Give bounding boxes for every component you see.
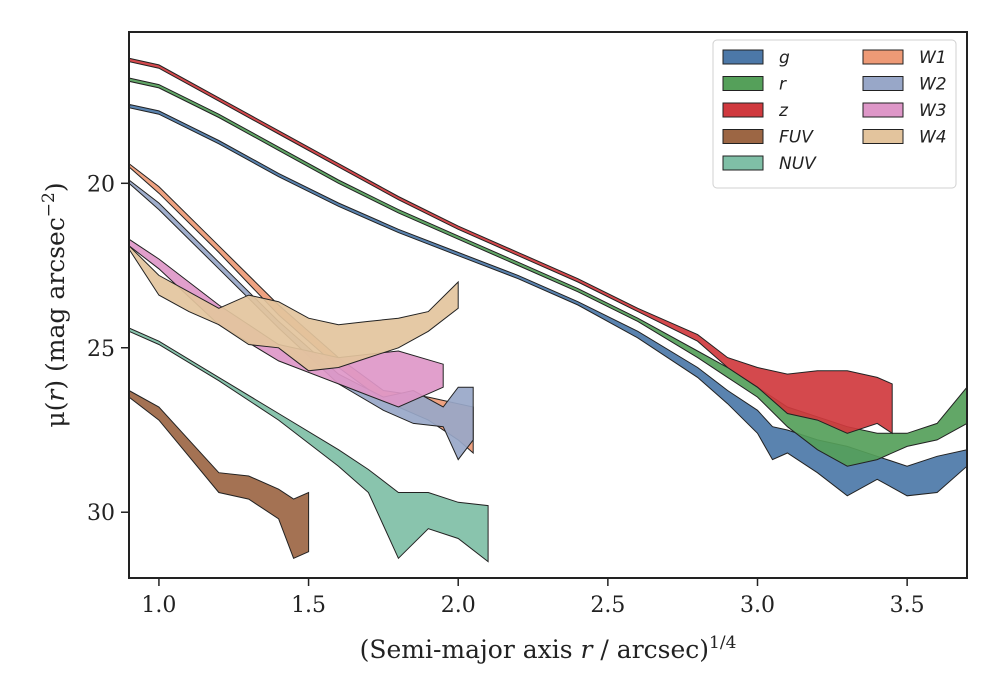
legend-label-fuv: FUV xyxy=(779,128,814,148)
legend-swatch-z xyxy=(722,102,764,118)
legend: grz FUV NUV W1 W2 W3 W4 xyxy=(712,39,957,189)
legend-label-z: z xyxy=(778,101,789,121)
series-areas xyxy=(128,57,968,563)
legend-label-g: g xyxy=(779,48,790,68)
x-tick-label: 1.0 xyxy=(141,593,176,618)
legend-swatch-w1 xyxy=(862,49,904,65)
legend-swatch-g xyxy=(722,49,764,65)
legend-label-r: r xyxy=(779,75,787,95)
legend-label-w2: W2 xyxy=(919,75,947,95)
y-tick-label: 25 xyxy=(87,337,115,362)
legend-swatch-nuv xyxy=(722,155,764,171)
x-tick-label: 2.5 xyxy=(590,593,625,618)
x-axis-title: (Semi-major axis r / arcsec)1/4 xyxy=(360,633,737,664)
legend-label-w4: W4 xyxy=(919,128,947,148)
series-band-z xyxy=(128,57,893,435)
y-tick-label: 20 xyxy=(87,172,115,197)
plot-frame xyxy=(128,31,968,579)
x-tick-label: 1.5 xyxy=(291,593,326,618)
x-tick-label: 3.5 xyxy=(890,593,925,618)
series-band-fuv xyxy=(128,389,310,559)
legend-swatch-fuv xyxy=(722,129,764,144)
legend-swatch-r xyxy=(722,76,764,91)
legend-label-w1: W1 xyxy=(919,48,947,68)
x-tick-label: 2.0 xyxy=(441,593,476,618)
series-band-w4 xyxy=(128,244,459,372)
y-tick-label: 30 xyxy=(87,501,115,526)
axis-ticks: 1.0 1.5 2.0 2.5 3.0 3.5 20 25 30 xyxy=(87,172,925,618)
y-axis-title: μ(r) (mag arcsec−2) xyxy=(39,182,70,427)
legend-label-nuv: NUV xyxy=(779,154,817,174)
legend-label-w3: W3 xyxy=(919,101,947,121)
series-band-nuv xyxy=(128,327,489,563)
legend-swatch-w3 xyxy=(862,102,904,118)
x-tick-label: 3.0 xyxy=(740,593,775,618)
legend-swatch-w2 xyxy=(862,76,904,91)
legend-swatch-w4 xyxy=(862,129,904,144)
